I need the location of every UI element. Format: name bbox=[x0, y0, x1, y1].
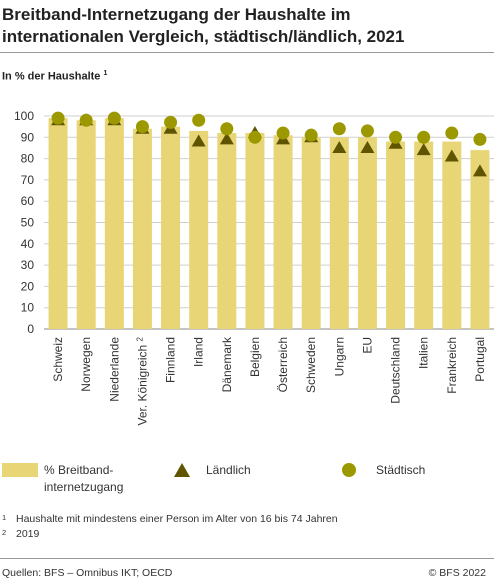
bar bbox=[301, 137, 321, 329]
rural-marker bbox=[332, 140, 347, 153]
bar bbox=[217, 133, 237, 329]
urban-marker bbox=[276, 126, 290, 140]
bar bbox=[414, 141, 434, 329]
x-tick-label: Finnland bbox=[164, 337, 178, 383]
title-divider bbox=[0, 52, 494, 53]
urban-marker bbox=[79, 113, 93, 127]
footnote-number: 2 bbox=[2, 528, 7, 537]
urban-marker bbox=[389, 130, 403, 144]
x-tick-label: Belgien bbox=[248, 337, 262, 377]
urban-marker bbox=[304, 128, 318, 142]
x-tick-label: Österreich bbox=[276, 337, 290, 392]
y-tick-label: 0 bbox=[27, 322, 34, 336]
footnotes: 1 Haushalte mit mindestens einer Person … bbox=[2, 512, 338, 542]
bar bbox=[245, 133, 265, 329]
legend-bar-label: % Breitband- internetzugang bbox=[44, 462, 123, 496]
bar bbox=[273, 135, 293, 329]
chart-title: Breitband-Internetzugang der Haushalte i… bbox=[2, 5, 405, 46]
chart-subtitle: In % der Haushalte 1 bbox=[2, 70, 107, 83]
legend-triangle-icon bbox=[174, 463, 190, 477]
x-tick-label: Norwegen bbox=[79, 337, 93, 392]
legend-urban-label: Städtisch bbox=[376, 463, 426, 477]
footer-divider bbox=[0, 558, 494, 559]
y-tick-label: 50 bbox=[21, 216, 35, 230]
copyright: © BFS 2022 bbox=[428, 567, 486, 579]
bar bbox=[76, 120, 96, 329]
bar bbox=[104, 118, 124, 329]
source-note: Quellen: BFS – Omnibus IKT; OECD bbox=[2, 567, 173, 579]
rural-marker bbox=[191, 134, 206, 147]
x-tick-label: Ungarn bbox=[332, 337, 346, 376]
urban-marker bbox=[135, 120, 149, 134]
rural-marker bbox=[444, 149, 459, 162]
urban-marker bbox=[473, 132, 487, 146]
legend-circle-icon bbox=[342, 463, 356, 477]
y-tick-label: 40 bbox=[21, 237, 35, 251]
footnote-text: Haushalte mit mindestens einer Person im… bbox=[16, 513, 338, 525]
urban-marker bbox=[445, 126, 459, 140]
x-tick-label: Italien bbox=[417, 337, 431, 369]
y-tick-label: 80 bbox=[21, 152, 35, 166]
y-tick-label: 100 bbox=[14, 109, 34, 123]
urban-marker bbox=[332, 122, 346, 136]
bar bbox=[329, 137, 349, 329]
y-tick-label: 10 bbox=[21, 301, 35, 315]
y-tick-label: 20 bbox=[21, 279, 35, 293]
x-tick-label: Ver. Königreich 2 bbox=[135, 336, 149, 425]
bar-chart: 0 10 20 30 40 50 60 70 80 90 100 Schweiz Norwegen Nie… bbox=[14, 109, 494, 426]
bar bbox=[357, 137, 377, 329]
x-tick-label: Frankreich bbox=[445, 337, 459, 394]
subtitle-footnote-ref: 1 bbox=[103, 70, 108, 77]
urban-marker bbox=[360, 124, 374, 138]
bar bbox=[189, 130, 209, 329]
rural-marker bbox=[472, 164, 487, 177]
rural-marker bbox=[360, 140, 375, 153]
legend-bar-swatch bbox=[2, 463, 38, 477]
legend-rural-label: Ländlich bbox=[206, 463, 251, 477]
legend-bar-label-line2: internetzugang bbox=[44, 480, 124, 494]
subtitle-text: In % der Haushalte bbox=[2, 70, 101, 83]
footnote-text: 2019 bbox=[16, 528, 40, 540]
x-tick-label: Niederlande bbox=[107, 337, 121, 402]
rural-marker bbox=[219, 132, 234, 145]
footnote-2: 2 2019 bbox=[2, 527, 338, 542]
x-tick-label: Schweden bbox=[304, 337, 318, 393]
y-tick-label: 60 bbox=[21, 194, 35, 208]
urban-marker bbox=[164, 115, 178, 129]
y-tick-label: 30 bbox=[21, 258, 35, 272]
x-tick-label: EU bbox=[360, 337, 374, 354]
bar bbox=[386, 141, 406, 329]
rural-marker bbox=[416, 143, 431, 156]
urban-marker bbox=[220, 122, 234, 136]
urban-marker bbox=[192, 113, 206, 127]
x-tick-label: Deutschland bbox=[389, 337, 403, 404]
footnote-number: 1 bbox=[2, 513, 7, 522]
bar bbox=[442, 141, 462, 329]
y-tick-label: 70 bbox=[21, 173, 35, 187]
urban-marker bbox=[248, 130, 262, 144]
bar bbox=[132, 128, 152, 329]
urban-marker bbox=[51, 111, 65, 125]
urban-marker bbox=[107, 111, 121, 125]
footnote-1: 1 Haushalte mit mindestens einer Person … bbox=[2, 512, 338, 527]
x-tick-label: Dänemark bbox=[220, 336, 234, 392]
y-tick-label: 90 bbox=[21, 130, 35, 144]
x-tick-label: Irland bbox=[192, 337, 206, 367]
legend-bar-label-line1: % Breitband- bbox=[44, 463, 114, 477]
urban-marker bbox=[417, 130, 431, 144]
x-tick-label: Portugal bbox=[473, 337, 487, 382]
x-tick-label: Schweiz bbox=[51, 337, 65, 382]
bar bbox=[161, 126, 181, 330]
bar bbox=[470, 150, 490, 329]
bar bbox=[48, 118, 68, 329]
